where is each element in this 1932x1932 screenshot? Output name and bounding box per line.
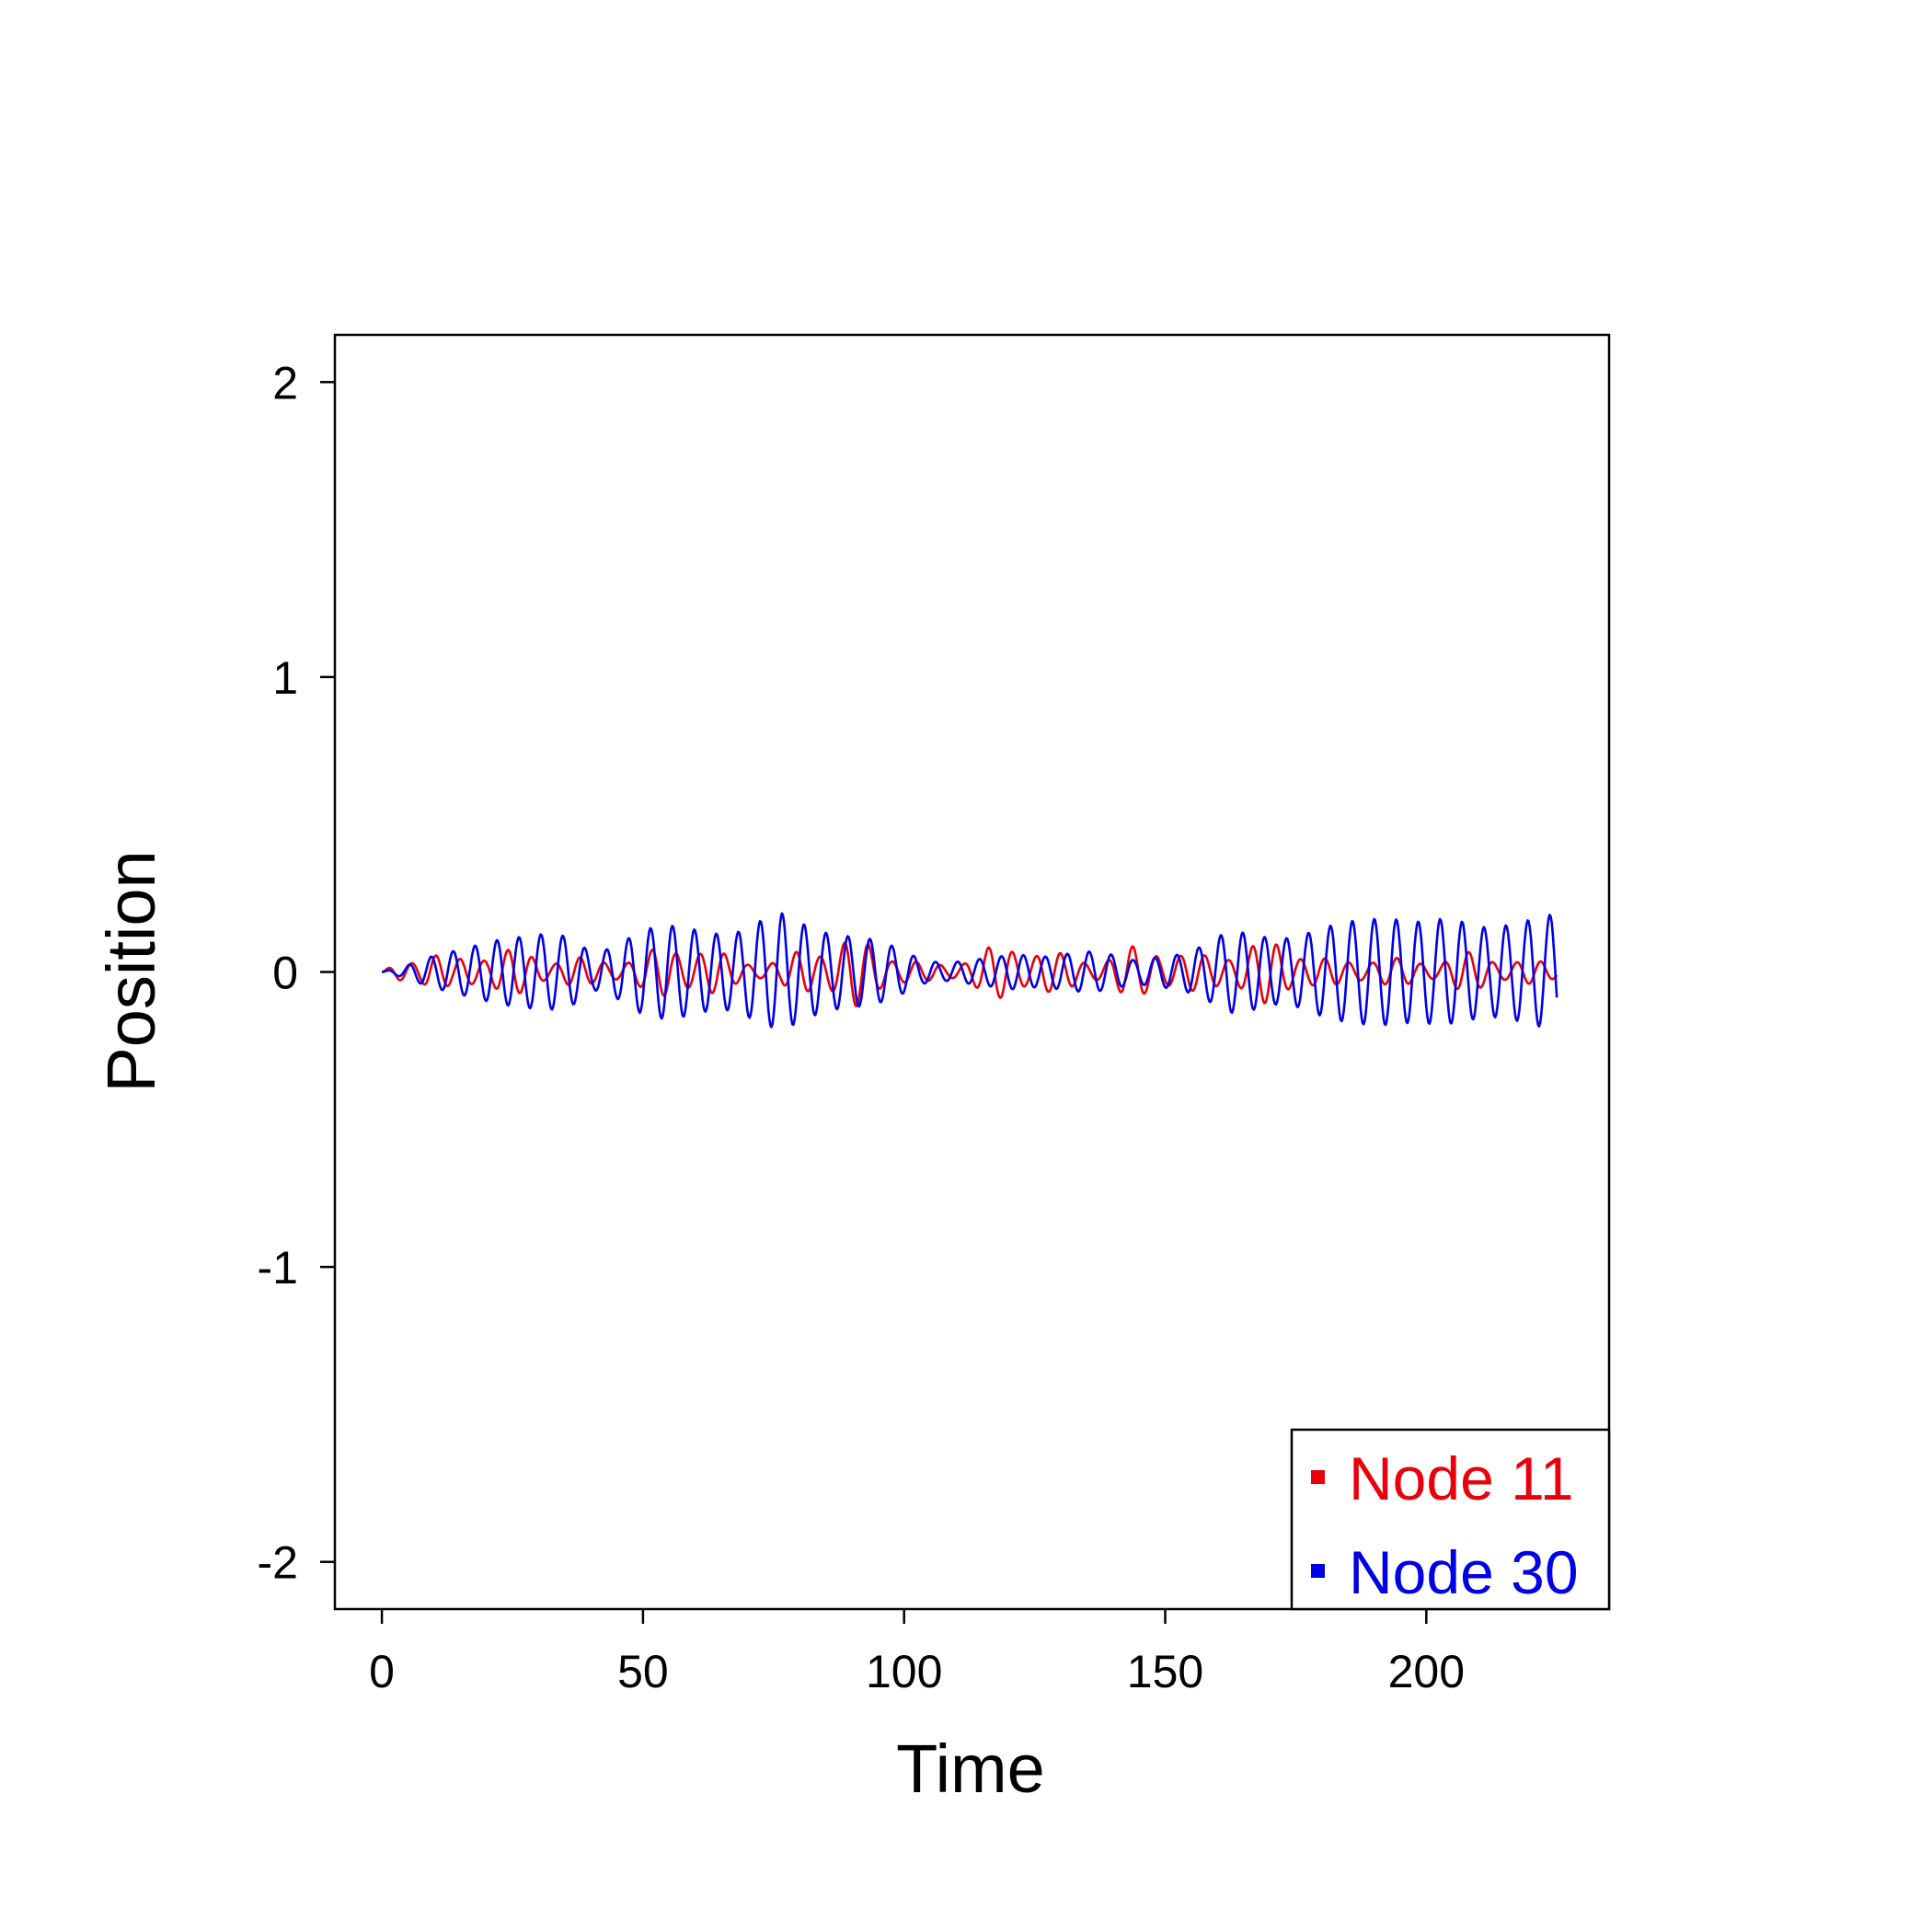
y-axis: -2 -1 0 1 2 <box>258 357 335 1589</box>
series-line-2 <box>381 912 1558 1029</box>
x-axis: 0 50 100 150 200 <box>369 1609 1465 1697</box>
legend-label-1: Node 11 <box>1349 1444 1574 1512</box>
legend-swatch-2 <box>1311 1564 1325 1578</box>
y-tick-label-2: 0 <box>272 948 298 999</box>
y-axis-title: Position <box>93 850 169 1092</box>
y-tick-label-0: -2 <box>258 1537 298 1589</box>
x-tick-label-3: 150 <box>1127 1646 1203 1697</box>
y-tick-label-3: 1 <box>272 652 298 704</box>
legend: Node 11 Node 30 <box>1290 1428 1611 1611</box>
x-tick-label-1: 50 <box>617 1646 669 1697</box>
legend-box <box>1290 1428 1611 1611</box>
x-tick-label-2: 100 <box>866 1646 942 1697</box>
x-tick-label-0: 0 <box>369 1646 395 1697</box>
y-tick-label-1: -1 <box>258 1242 298 1294</box>
series-line-1 <box>381 941 1558 1007</box>
legend-swatch-1 <box>1311 1470 1325 1484</box>
x-axis-title: Time <box>896 1731 1045 1807</box>
x-tick-label-4: 200 <box>1388 1646 1465 1697</box>
y-tick-label-4: 2 <box>272 357 298 408</box>
series-layer <box>381 912 1558 1029</box>
legend-label-2: Node 30 <box>1349 1538 1579 1606</box>
